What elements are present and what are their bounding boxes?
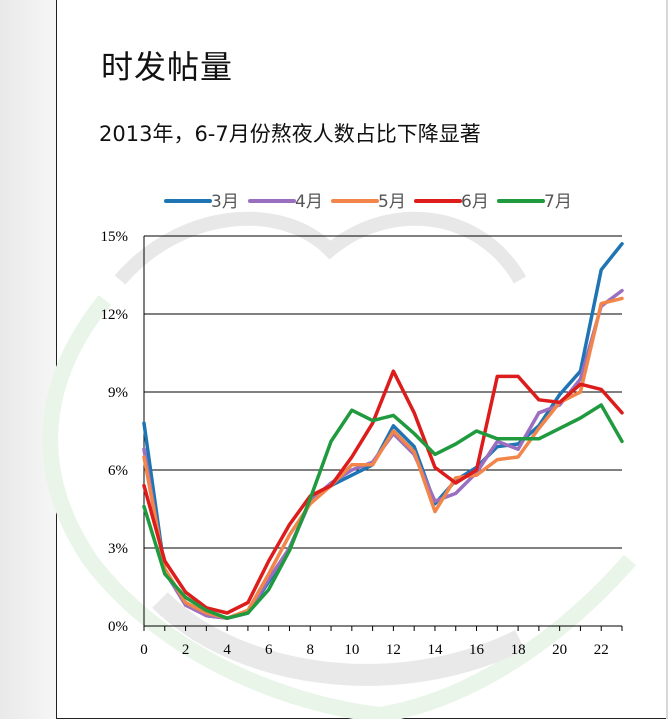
chart-gridlines [144,235,622,549]
legend-label: 3月 [211,192,239,212]
legend-label: 4月 [295,192,323,212]
page-title: 时发帖量 [101,48,234,86]
x-tick-label: 4 [223,642,231,658]
y-axis-ticks: 0% 3% 6% 9% 12% 15% [101,229,129,635]
page-subtitle: 2013年，6-7月份熬夜人数占比下降显著 [99,122,481,146]
chart-legend: 3月 4月 5月 6月 7月 [164,192,572,212]
x-tick-label: 16 [469,642,485,658]
x-tick-label: 0 [140,642,148,658]
x-tick-label: 22 [594,642,609,658]
x-tick-label: 10 [344,642,359,658]
y-tick-label: 9% [108,385,128,401]
series-line [142,242,624,620]
x-tick-label: 12 [386,642,401,658]
x-tick-label: 14 [427,642,443,658]
series-line [142,288,624,620]
series-line [142,369,624,615]
y-tick-label: 15% [101,229,129,245]
legend-label: 7月 [544,192,572,212]
y-tick-label: 6% [108,463,128,479]
y-tick-label: 3% [108,541,128,557]
right-edge-shadow [666,0,668,719]
x-tick-label: 2 [182,642,190,658]
series-line [142,296,624,620]
chart-series [142,242,624,620]
x-tick-label: 8 [307,642,315,658]
y-tick-label: 0% [108,619,128,635]
legend-label: 5月 [378,192,406,212]
legend-label: 6月 [461,192,489,212]
x-tick-label: 6 [265,642,273,658]
y-tick-label: 12% [101,307,129,323]
x-tick-label: 18 [511,642,526,658]
x-axis: 0 2 4 6 8 10 12 14 16 18 20 22 [140,236,623,658]
series-line [142,403,624,620]
x-tick-label: 20 [552,642,567,658]
